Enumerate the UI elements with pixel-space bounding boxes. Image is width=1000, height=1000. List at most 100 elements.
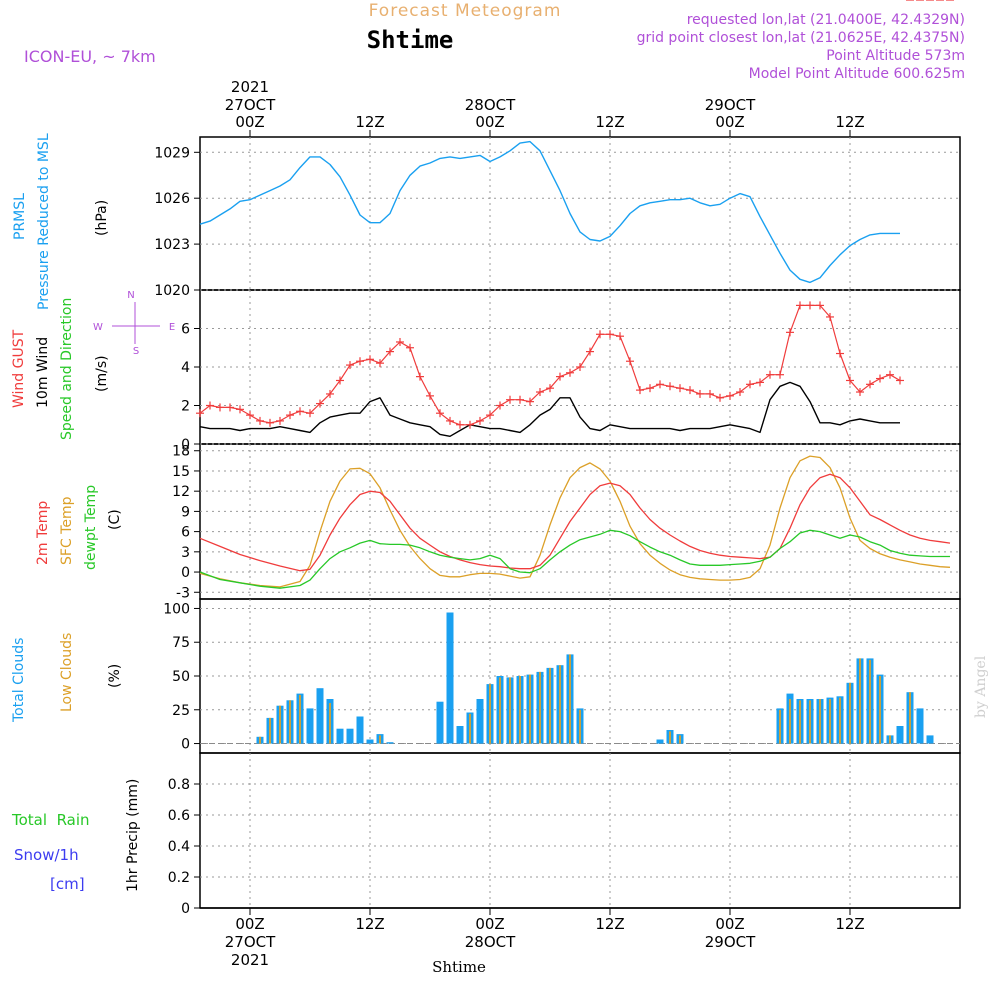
gridpoint-coords: grid point closest lon,lat (21.0625E, 42…	[637, 30, 965, 46]
low-cloud-bar	[379, 735, 381, 744]
low-clouds-label: Low Clouds	[59, 633, 75, 712]
low-cloud-bar	[779, 709, 781, 744]
x-date-label-top: 27OCT	[225, 96, 276, 114]
low-cloud-bar	[469, 713, 471, 744]
total-cloud-bar	[336, 728, 344, 744]
low-cloud-bar	[889, 735, 891, 744]
total-cloud-bar	[926, 735, 934, 744]
low-cloud-bar	[329, 703, 331, 744]
x-tick-label-top: 12Z	[835, 113, 864, 131]
low-cloud-bar	[559, 665, 561, 744]
x-tick-label-bottom: 00Z	[475, 915, 504, 933]
x-tick-label-bottom: 00Z	[235, 915, 264, 933]
y-tick-label: 1026	[154, 191, 190, 207]
low-cloud-bar	[579, 709, 581, 744]
model-altitude: Model Point Altitude 600.625m	[749, 66, 965, 82]
y-tick-label: 25	[172, 703, 190, 719]
prmsl-unit-label: (hPa)	[94, 200, 110, 236]
t2m-label: 2m Temp	[35, 501, 51, 565]
dewpt-label: dewpt Temp	[83, 485, 99, 570]
y-tick-label: 0	[181, 437, 190, 453]
low-cloud-bar	[819, 699, 821, 744]
y-tick-label: 1020	[154, 283, 190, 299]
snow-unit-label: [cm]	[50, 875, 85, 893]
y-tick-label: 1023	[154, 237, 190, 253]
wind-gust-label: Wind GUST	[11, 329, 27, 408]
point-altitude: Point Altitude 573m	[826, 48, 965, 64]
low-cloud-bar	[789, 699, 791, 744]
x-tick-label-top: 12Z	[355, 113, 384, 131]
low-cloud-bar	[839, 697, 841, 744]
temp-unit-label: (C)	[107, 509, 123, 530]
y-tick-label: 1029	[154, 145, 190, 161]
wind-unit-label: (m/s)	[94, 355, 110, 392]
y-tick-label: 2	[181, 399, 190, 415]
x-tick-label-top: 00Z	[715, 113, 744, 131]
y-tick-label: 4	[181, 360, 190, 376]
x-date-label-top: 28OCT	[465, 96, 516, 114]
compass-s: S	[133, 346, 139, 357]
total-cloud-bar	[346, 728, 354, 744]
prmsl-desc-label: Pressure Reduced to MSL	[36, 133, 52, 310]
pressure-line	[199, 140, 900, 284]
low-cloud-bar	[519, 676, 521, 744]
y-tick-label: 50	[172, 669, 190, 685]
total-cloud-bar	[316, 688, 324, 744]
x-date-label-bottom: 27OCT	[225, 933, 276, 951]
x-axis-label: Shtime	[432, 958, 486, 976]
total-cloud-bar	[916, 708, 924, 744]
y-tick-label: 9	[181, 504, 190, 520]
dewpt-line	[199, 529, 950, 589]
wind-10m-line	[199, 381, 900, 437]
y-tick-label: 3	[181, 545, 190, 561]
low-cloud-bar	[809, 700, 811, 744]
model-label: ICON-EU, ~ 7km	[24, 47, 156, 66]
y-tick-label: -3	[176, 585, 190, 601]
y-tick-label: 75	[172, 635, 190, 651]
low-cloud-bar	[499, 677, 501, 744]
sfc-temp-line	[199, 455, 951, 588]
low-cloud-bar	[909, 692, 911, 744]
y-tick-label: 0	[181, 737, 190, 753]
grid-lines	[194, 130, 960, 915]
low-cloud-bar	[569, 654, 571, 744]
total-cloud-bar	[656, 739, 664, 744]
snow-label: Snow/1h	[14, 846, 79, 864]
y-tick-label: 0.8	[168, 777, 190, 793]
series-layer	[196, 0, 960, 909]
low-cloud-bar	[679, 735, 681, 744]
low-cloud-bar	[509, 677, 511, 744]
prmsl-label: PRMSL	[12, 193, 28, 240]
wind-gust-line	[199, 304, 901, 426]
x-tick-label-bottom: 12Z	[355, 915, 384, 933]
requested-coords: requested lon,lat (21.0400E, 42.4329N)	[687, 12, 965, 28]
low-cloud-bar	[879, 676, 881, 744]
y-tick-label: 15	[172, 464, 190, 480]
x-tick-label-bottom: 12Z	[595, 915, 624, 933]
y-tick-label: 0.2	[168, 870, 190, 886]
low-cloud-bar	[269, 717, 271, 744]
x-date-label-top: 29OCT	[705, 96, 756, 114]
low-cloud-bar	[869, 659, 871, 744]
y-tick-label: 18	[172, 444, 190, 460]
y-tick-label: 6	[181, 525, 190, 541]
y-tick-label: 0.6	[168, 808, 190, 824]
low-cloud-bar	[289, 700, 291, 744]
y-tick-label: 6	[181, 322, 190, 338]
low-cloud-bar	[829, 699, 831, 744]
y-tick-label: 0	[181, 565, 190, 581]
low-cloud-bar	[529, 674, 531, 744]
precip-axis-label: 1hr Precip (mm)	[125, 779, 141, 892]
x-date-label-bottom: 29OCT	[705, 933, 756, 951]
precip-panel	[199, 752, 961, 909]
total-cloud-bar	[456, 726, 464, 744]
low-cloud-bar	[849, 682, 851, 744]
chart-subtitle: Forecast Meteogram	[369, 1, 562, 21]
low-cloud-bar	[859, 658, 861, 744]
compass-e: E	[169, 322, 175, 333]
low-cloud-bar	[539, 671, 541, 744]
low-cloud-bar	[799, 700, 801, 744]
y-tick-labels: 10201023102610290246-3036912151802550751…	[154, 145, 190, 917]
